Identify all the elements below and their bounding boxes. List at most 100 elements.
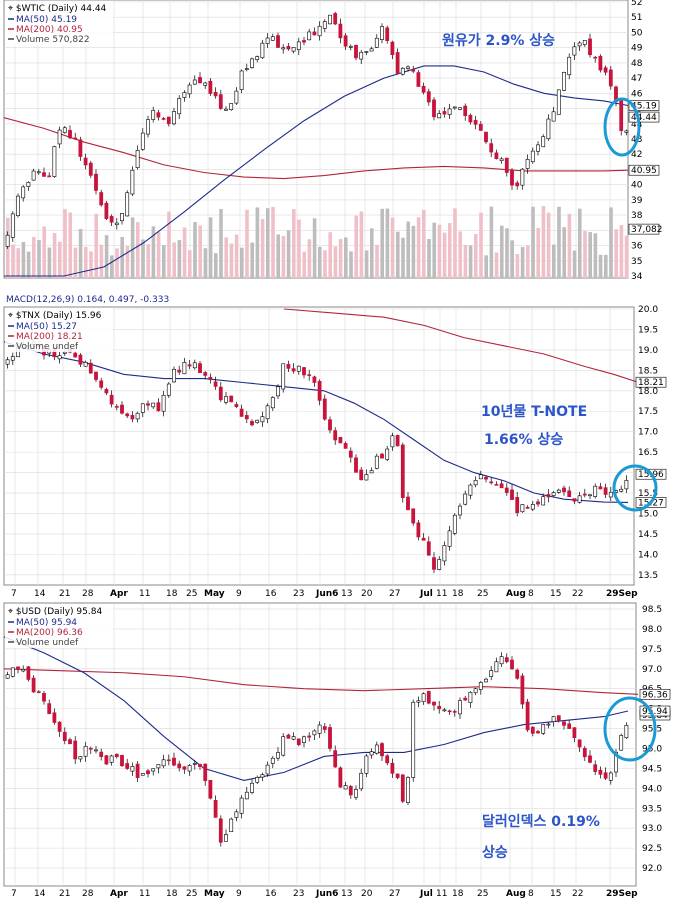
y-tick-label: 50: [631, 28, 643, 38]
y-tick-label: 48: [631, 59, 643, 69]
candle-body: [151, 402, 156, 408]
candle-body: [515, 497, 520, 514]
volume-bar: [245, 209, 249, 278]
candle-body: [572, 46, 577, 56]
volume-bar: [188, 250, 192, 278]
candle-body: [520, 168, 525, 186]
candle-body: [135, 412, 140, 420]
candle-body: [348, 786, 353, 796]
volume-bar: [73, 247, 78, 278]
volume-bar: [427, 239, 431, 278]
candle-body: [452, 514, 457, 534]
x-tick-label: 22: [572, 589, 583, 599]
candle-body: [5, 674, 10, 679]
legend-entry: Volume 570,822: [16, 35, 90, 45]
candle-body: [582, 493, 587, 496]
x-tick-label: 15: [550, 889, 561, 899]
candle-body: [239, 408, 244, 417]
volume-bar: [401, 237, 405, 278]
candle-body: [244, 68, 249, 71]
price-tag-label: 37,082: [631, 225, 663, 235]
volume-bar: [385, 208, 390, 278]
candle-body: [411, 69, 416, 72]
candle-body: [208, 779, 213, 799]
candle-body: [317, 724, 322, 734]
volume-bar: [32, 237, 36, 278]
candle-body: [598, 769, 603, 775]
candle-body: [338, 767, 343, 788]
candle-body: [250, 421, 254, 426]
candle-body: [265, 37, 270, 44]
x-tick-label: 7: [11, 589, 17, 599]
y-tick-label: 46: [631, 89, 643, 99]
candle-body: [73, 740, 78, 760]
candle-body: [458, 107, 462, 110]
candle-body: [276, 35, 280, 48]
candle-body: [374, 744, 379, 754]
legend-entry: Volume undef: [16, 342, 79, 352]
highlight-circle: [603, 97, 641, 157]
candle-body: [255, 419, 260, 423]
y-tick-label: 18.5: [638, 366, 658, 376]
y-tick-label: 14.5: [638, 530, 658, 540]
x-tick-label: 20: [361, 889, 373, 899]
volume-bar: [578, 208, 582, 278]
volume-bar: [214, 253, 218, 278]
candle-body: [182, 766, 187, 770]
candle-body: [296, 738, 301, 746]
x-tick-label: 15: [550, 589, 561, 599]
volume-bar: [125, 245, 130, 278]
x-tick-label: 8: [528, 589, 534, 599]
candle-body: [265, 405, 270, 420]
candle-body: [218, 386, 223, 401]
candle-body: [551, 111, 556, 122]
volume-bar: [500, 225, 504, 278]
volume-bar: [302, 251, 306, 278]
volume-bar: [359, 211, 364, 278]
candle-body: [510, 489, 514, 500]
candle-body: [52, 712, 57, 723]
candle-body: [286, 46, 291, 50]
candle-body: [411, 701, 416, 778]
candle-body: [146, 119, 150, 135]
candle-body: [224, 396, 228, 403]
legend-bg: [5, 1, 113, 45]
candle-body: [99, 380, 104, 388]
candle-body: [328, 727, 332, 749]
y-tick-label: 18.0: [638, 387, 658, 397]
legend-entry: MA(200) 18.21: [16, 332, 83, 342]
volume-bar: [593, 233, 598, 278]
candle-body: [36, 171, 41, 174]
candle-body: [198, 77, 202, 84]
volume-bar: [11, 244, 15, 278]
candle-body: [57, 721, 62, 732]
candle-body: [229, 818, 234, 833]
candle-body: [187, 765, 192, 772]
volume-bar: [448, 223, 452, 278]
candle-body: [478, 682, 483, 690]
volume-bar: [364, 250, 369, 278]
price-tag: [628, 111, 660, 123]
candle-body: [291, 47, 296, 52]
candle-body: [385, 448, 390, 460]
candle-body: [385, 755, 390, 764]
candle-body: [421, 693, 426, 702]
y-tick-label: 34: [631, 272, 643, 282]
candle-body: [317, 380, 322, 401]
candle-body: [437, 559, 442, 570]
y-tick-label: 16.5: [638, 448, 658, 458]
candle-body: [291, 736, 296, 740]
candle-body: [26, 182, 31, 187]
candle-body: [546, 118, 551, 140]
ma200-line: [3, 668, 639, 695]
volume-bar: [349, 251, 353, 278]
symbol-title: ⌖ $USD (Daily) 95.84: [8, 607, 102, 617]
candle-body: [36, 691, 41, 693]
candle-body: [452, 711, 457, 713]
candle-body: [187, 84, 192, 95]
candle-body: [68, 130, 72, 139]
candle-body: [213, 92, 218, 97]
volume-bar: [531, 206, 535, 278]
candle-body: [614, 751, 618, 773]
